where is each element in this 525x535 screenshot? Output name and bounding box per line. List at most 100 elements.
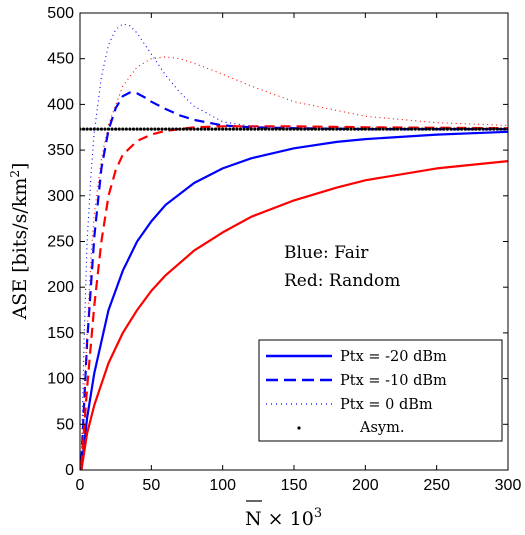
series-marker-asym-6-point-58 [285, 127, 289, 131]
series-marker-asym-6-point-78 [356, 127, 360, 131]
series-marker-asym-6-point-73 [338, 127, 342, 131]
series-marker-asym-6-point-43 [231, 127, 235, 131]
series-marker-asym-6-point-100 [435, 127, 439, 131]
series-marker-asym-6-point-27 [174, 127, 178, 131]
series-marker-asym-6-point-9 [110, 127, 114, 131]
series-solid-fair-0 [80, 130, 508, 470]
legend-swatch-marker [297, 426, 301, 430]
series-marker-asym-6-point-32 [192, 127, 196, 131]
series-marker-asym-6-point-104 [449, 127, 453, 131]
y-tick-label-7: 350 [47, 142, 74, 159]
series-marker-asym-6-point-109 [467, 127, 471, 131]
series-marker-asym-6-point-36 [206, 127, 210, 131]
series-marker-asym-6-point-8 [106, 127, 111, 131]
y-tick-label-9: 450 [47, 51, 74, 68]
series-marker-asym-6-point-80 [363, 127, 367, 131]
series-marker-asym-6-point-12 [121, 127, 125, 131]
series-marker-asym-6-point-18 [142, 127, 146, 131]
series-marker-asym-6-point-92 [406, 127, 410, 131]
series-marker-asym-6-point-79 [360, 127, 364, 131]
series-marker-asym-6-point-87 [388, 127, 392, 131]
series-marker-asym-6-point-99 [431, 127, 435, 131]
x-axis-title-text: N × 10 [245, 508, 314, 530]
series-marker-asym-6-point-37 [210, 127, 214, 131]
series-marker-asym-6-point-34 [199, 127, 203, 131]
series-marker-asym-6-point-84 [378, 127, 382, 131]
series-marker-asym-6-point-13 [124, 127, 128, 131]
series-marker-asym-6-point-50 [256, 127, 260, 131]
x-tick-label-3: 150 [281, 477, 308, 494]
series-marker-asym-6-point-22 [156, 127, 161, 131]
series-marker-asym-6-point-102 [442, 127, 446, 131]
series-marker-asym-6-point-40 [221, 127, 225, 131]
series-marker-asym-6-point-67 [317, 127, 321, 131]
series-marker-asym-6-point-63 [303, 127, 307, 131]
series-marker-asym-6-point-114 [485, 127, 489, 131]
y-axis-title-text: ASE [bits/s/km [9, 178, 31, 321]
series-marker-asym-6-point-106 [456, 127, 460, 131]
series-marker-asym-6-point-76 [349, 127, 353, 131]
series-marker-asym-6-point-4 [92, 127, 96, 131]
series-marker-asym-6-point-94 [413, 127, 417, 131]
annotation-random: Red: Random [284, 271, 400, 291]
y-tick-label-2: 100 [47, 371, 74, 388]
series-marker-asym-6-point-83 [374, 127, 378, 131]
series-marker-asym-6-point-59 [288, 127, 293, 131]
y-axis-title-sup: 2 [8, 170, 22, 178]
legend-entry-2: Ptx = 0 dBm [340, 397, 433, 413]
series-marker-asym-6-point-75 [345, 127, 350, 131]
y-tick-label-0: 0 [65, 462, 74, 479]
x-tick-label-1: 50 [142, 477, 160, 494]
series-marker-asym-6-point-111 [474, 127, 478, 131]
series-marker-asym-6-point-41 [224, 127, 228, 131]
series-marker-asym-6-point-35 [203, 127, 207, 131]
series-marker-asym-6-point-47 [246, 127, 250, 131]
series-marker-asym-6-point-98 [427, 127, 432, 131]
series-marker-asym-6-point-101 [438, 127, 442, 131]
x-axis-title: N × 103 [245, 500, 322, 530]
legend-entry-1: Ptx = -10 dBm [340, 373, 447, 389]
series-layer [80, 23, 508, 470]
series-marker-asym-6-point-33 [196, 127, 200, 131]
series-marker-asym-6-point-30 [185, 127, 189, 131]
series-marker-asym-6-point-55 [274, 127, 278, 131]
series-marker-asym-6-point-1 [81, 127, 86, 131]
series-marker-asym-6-point-118 [499, 127, 503, 131]
series-marker-asym-6-point-60 [292, 127, 296, 131]
series-marker-asym-6-point-93 [410, 127, 414, 131]
series-marker-asym-6-point-115 [488, 127, 492, 131]
series-marker-asym-6-point-103 [445, 127, 449, 131]
series-marker-asym-6-point-62 [299, 127, 303, 131]
svg-text:N × 103: N × 103 [245, 506, 322, 530]
series-marker-asym-6-point-65 [310, 127, 314, 131]
series-marker-asym-6-point-6 [99, 127, 103, 131]
series-marker-asym-6-point-44 [235, 127, 239, 131]
series-marker-asym-6-point-95 [417, 127, 421, 131]
x-tick-label-2: 100 [209, 477, 236, 494]
series-marker-asym-6-point-2 [85, 127, 89, 131]
series-marker-asym-6-point-49 [253, 127, 257, 131]
series-marker-asym-6-point-74 [342, 127, 346, 131]
series-marker-asym-6-point-70 [328, 127, 332, 131]
y-tick-label-6: 300 [47, 188, 74, 205]
y-axis-title-end: ] [9, 163, 31, 170]
series-marker-asym-6-point-71 [331, 127, 335, 131]
series-marker-asym-6-point-57 [281, 127, 285, 131]
x-axis-title-sup: 3 [314, 506, 322, 521]
y-tick-label-4: 200 [47, 279, 74, 296]
series-marker-asym-6-point-45 [238, 127, 243, 131]
series-marker-asym-6-point-42 [228, 127, 232, 131]
series-marker-asym-6-point-117 [495, 127, 499, 131]
series-marker-asym-6-point-88 [392, 127, 396, 131]
series-marker-asym-6-point-56 [278, 127, 282, 131]
y-tick-label-3: 150 [47, 325, 74, 342]
series-marker-asym-6-point-48 [249, 127, 253, 131]
y-axis-title: ASE [bits/s/km2] [8, 163, 31, 321]
series-marker-asym-6-point-64 [306, 127, 310, 131]
series-marker-asym-6-point-7 [103, 127, 107, 131]
annotation-fair: Blue: Fair [284, 243, 369, 263]
x-tick-label-4: 200 [352, 477, 379, 494]
series-marker-asym-6-point-15 [131, 127, 136, 131]
x-tick-label-6: 300 [495, 477, 522, 494]
